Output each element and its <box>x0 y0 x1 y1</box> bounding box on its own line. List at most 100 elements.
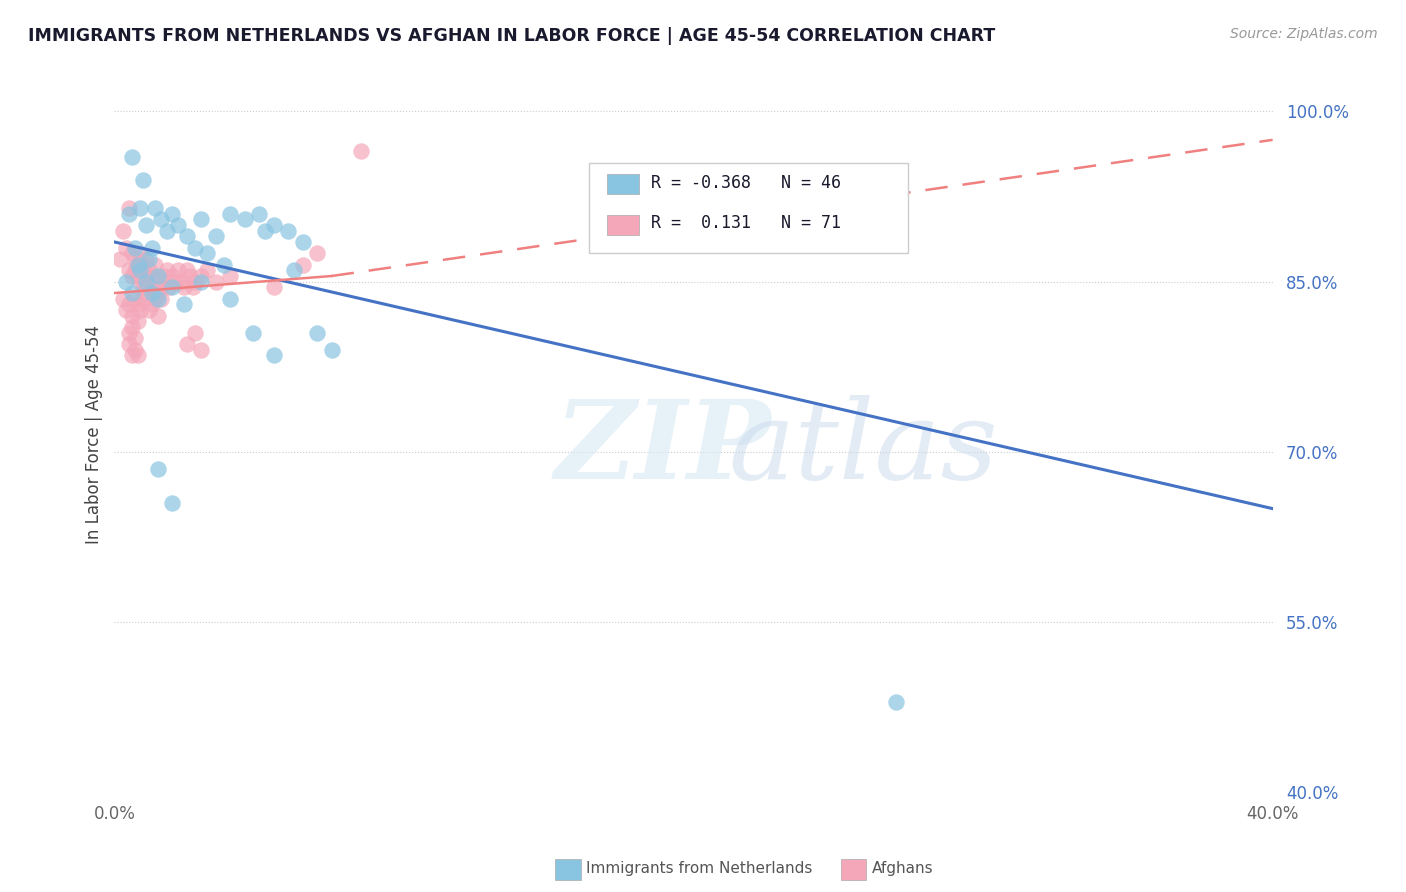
Point <box>138 252 160 266</box>
Point <box>121 268 143 283</box>
Point <box>118 326 141 340</box>
Point <box>204 229 226 244</box>
Point <box>176 263 198 277</box>
Point <box>146 309 169 323</box>
Point <box>167 263 190 277</box>
Point <box>195 246 218 260</box>
Point <box>173 297 195 311</box>
Point <box>132 286 155 301</box>
Bar <box>606 215 640 235</box>
Point <box>121 150 143 164</box>
Point <box>283 263 305 277</box>
Point <box>146 292 169 306</box>
Point <box>170 275 193 289</box>
Point <box>162 206 184 220</box>
Text: atlas: atlas <box>728 395 998 503</box>
Point <box>176 229 198 244</box>
Point <box>135 252 157 266</box>
Point <box>135 280 157 294</box>
Point <box>127 314 149 328</box>
Point <box>162 268 184 283</box>
Point <box>307 246 329 260</box>
Point <box>141 286 163 301</box>
Point <box>141 286 163 301</box>
Point <box>162 280 184 294</box>
Point <box>121 320 143 334</box>
Point <box>307 326 329 340</box>
Point <box>155 224 177 238</box>
Bar <box>606 174 640 194</box>
Point <box>146 286 169 301</box>
Point <box>115 275 138 289</box>
Point <box>127 268 149 283</box>
Point <box>291 258 314 272</box>
Text: R =  0.131   N = 71: R = 0.131 N = 71 <box>651 214 841 232</box>
Point <box>884 694 907 708</box>
Y-axis label: In Labor Force | Age 45-54: In Labor Force | Age 45-54 <box>86 326 103 544</box>
Point <box>124 263 146 277</box>
Point <box>195 263 218 277</box>
Point <box>204 275 226 289</box>
Point <box>149 292 172 306</box>
Point <box>132 258 155 272</box>
Point <box>143 201 166 215</box>
Point <box>146 275 169 289</box>
Point <box>108 252 131 266</box>
Point <box>124 292 146 306</box>
Point <box>143 292 166 306</box>
Point <box>349 144 371 158</box>
Point <box>118 297 141 311</box>
Point <box>219 292 242 306</box>
Point <box>127 348 149 362</box>
Point <box>184 275 207 289</box>
Point <box>159 280 181 294</box>
Point <box>291 235 314 249</box>
Text: R = -0.368   N = 46: R = -0.368 N = 46 <box>651 174 841 192</box>
Point <box>138 263 160 277</box>
Point <box>242 326 264 340</box>
Point <box>112 224 135 238</box>
Point <box>141 297 163 311</box>
Point <box>132 292 155 306</box>
Text: Afghans: Afghans <box>872 862 934 876</box>
Point <box>127 258 149 272</box>
Point <box>146 462 169 476</box>
Point <box>165 275 187 289</box>
Point <box>141 241 163 255</box>
Point <box>233 212 256 227</box>
Point <box>219 206 242 220</box>
Point <box>143 258 166 272</box>
Point <box>263 280 285 294</box>
Point <box>167 218 190 232</box>
Point <box>190 343 212 357</box>
Point <box>129 263 152 277</box>
Point <box>263 348 285 362</box>
Point <box>141 268 163 283</box>
Point <box>121 309 143 323</box>
Point <box>124 331 146 345</box>
FancyBboxPatch shape <box>589 163 908 252</box>
Point <box>124 252 146 266</box>
Point <box>138 303 160 318</box>
Point <box>118 337 141 351</box>
Point <box>124 241 146 255</box>
Point <box>129 201 152 215</box>
Text: Source: ZipAtlas.com: Source: ZipAtlas.com <box>1230 27 1378 41</box>
Point <box>152 268 174 283</box>
Point <box>184 326 207 340</box>
Point <box>146 268 169 283</box>
Point <box>127 297 149 311</box>
Point <box>135 275 157 289</box>
Text: ZIP: ZIP <box>554 395 770 503</box>
Point <box>118 263 141 277</box>
Point <box>247 206 270 220</box>
Text: Immigrants from Netherlands: Immigrants from Netherlands <box>586 862 813 876</box>
Point <box>184 241 207 255</box>
Point <box>135 218 157 232</box>
Point <box>149 280 172 294</box>
Point <box>176 337 198 351</box>
Point <box>118 201 141 215</box>
Point <box>115 303 138 318</box>
Point <box>135 268 157 283</box>
Text: IMMIGRANTS FROM NETHERLANDS VS AFGHAN IN LABOR FORCE | AGE 45-54 CORRELATION CHA: IMMIGRANTS FROM NETHERLANDS VS AFGHAN IN… <box>28 27 995 45</box>
